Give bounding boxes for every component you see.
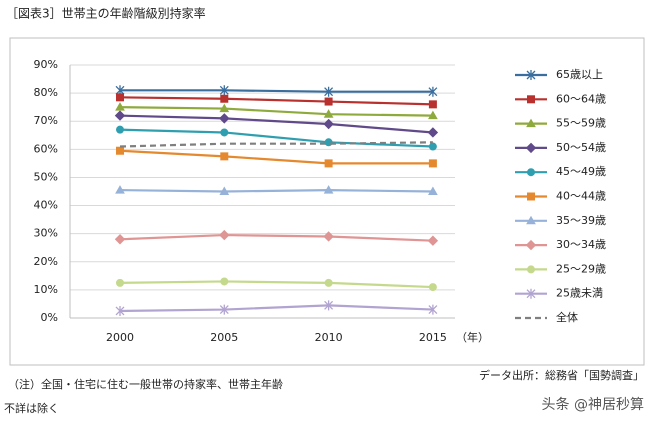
marker — [428, 142, 437, 151]
marker — [219, 103, 230, 113]
x-tick-label: 2005 — [210, 331, 238, 344]
legend-label: 30～34歳 — [556, 238, 606, 251]
marker — [219, 113, 230, 124]
marker — [116, 93, 124, 102]
legend-label: 全体 — [556, 310, 578, 324]
note: （注）全国・住宅に住む一般世帯の持家率、世帯主年齢 — [8, 377, 283, 391]
marker — [116, 278, 124, 287]
marker — [220, 128, 229, 137]
legend-marker — [525, 142, 537, 154]
y-tick-label: 40% — [34, 199, 58, 212]
legend-label: 65歳以上 — [556, 68, 603, 81]
marker — [428, 86, 438, 97]
legend-marker — [526, 288, 536, 299]
legend-label: 25歳未満 — [556, 287, 603, 300]
marker — [219, 229, 230, 241]
marker — [428, 110, 438, 120]
marker — [324, 97, 333, 106]
marker — [428, 186, 438, 195]
marker — [116, 146, 124, 155]
marker — [219, 85, 229, 96]
marker — [323, 185, 334, 194]
series-line — [119, 304, 433, 313]
series-line — [119, 188, 433, 193]
series-line — [119, 114, 433, 134]
source: データ出所：総務省「国勢調査」 — [479, 368, 644, 382]
watermark: 头条 @神居秒算 — [542, 396, 644, 413]
legend-label: 60～64歳 — [556, 92, 606, 105]
marker — [323, 109, 334, 118]
series-line — [119, 141, 433, 148]
marker — [323, 231, 334, 242]
marker — [114, 234, 126, 245]
y-tick-label: 80% — [34, 86, 58, 99]
y-tick-label: 30% — [34, 227, 58, 240]
y-tick-label: 20% — [34, 255, 58, 268]
marker — [324, 159, 333, 168]
legend-marker — [525, 239, 537, 251]
marker — [428, 100, 437, 109]
marker — [115, 102, 125, 111]
chart-frame — [9, 37, 645, 366]
series-line — [119, 96, 433, 106]
y-tick-label: 90% — [34, 58, 58, 71]
legend-marker — [527, 192, 535, 201]
chart-title: ［図表3］世帯主の年齢階級別持家率 — [6, 6, 206, 21]
series-line — [119, 128, 433, 148]
marker — [220, 152, 229, 161]
y-tick-label: 60% — [34, 142, 58, 155]
marker — [116, 125, 124, 134]
series-line — [119, 233, 433, 242]
marker — [220, 94, 229, 103]
x-tick-label: 2015 — [419, 331, 447, 344]
y-tick-label: 10% — [34, 283, 58, 296]
marker — [427, 127, 439, 138]
marker — [220, 277, 229, 286]
x-tick-label: 2010 — [315, 331, 343, 344]
legend-label: 35～39歳 — [556, 214, 606, 227]
marker — [428, 283, 437, 292]
legend-label: 25～29歳 — [556, 262, 606, 275]
marker — [115, 305, 125, 316]
marker — [323, 118, 334, 130]
legend-label: 40～44歳 — [556, 190, 606, 203]
x-tick-label: 2000 — [106, 331, 134, 344]
note: 不詳は除く — [4, 401, 59, 415]
x-unit: （年） — [456, 330, 489, 344]
legend-marker — [526, 215, 536, 225]
marker — [219, 186, 230, 195]
legend-marker — [526, 118, 536, 128]
legend-marker — [527, 95, 535, 104]
series-line — [119, 106, 433, 117]
marker — [324, 86, 334, 97]
legend-marker — [526, 70, 536, 80]
series-line — [119, 280, 433, 289]
marker — [115, 185, 125, 194]
legend-label: 45～49歳 — [556, 165, 606, 178]
marker — [324, 300, 334, 311]
marker — [324, 278, 333, 287]
marker — [219, 304, 229, 315]
marker — [427, 235, 439, 246]
marker — [428, 159, 437, 168]
series-line — [120, 89, 433, 93]
y-tick-label: 0% — [41, 311, 58, 324]
marker — [114, 110, 126, 121]
legend-marker — [527, 168, 535, 177]
legend-label: 50～54歳 — [556, 141, 606, 154]
legend-marker — [527, 265, 535, 274]
marker — [428, 304, 438, 315]
y-tick-label: 70% — [34, 114, 58, 127]
legend-label: 55～59歳 — [556, 117, 606, 130]
y-tick-label: 50% — [34, 170, 58, 183]
series-line — [119, 149, 433, 165]
